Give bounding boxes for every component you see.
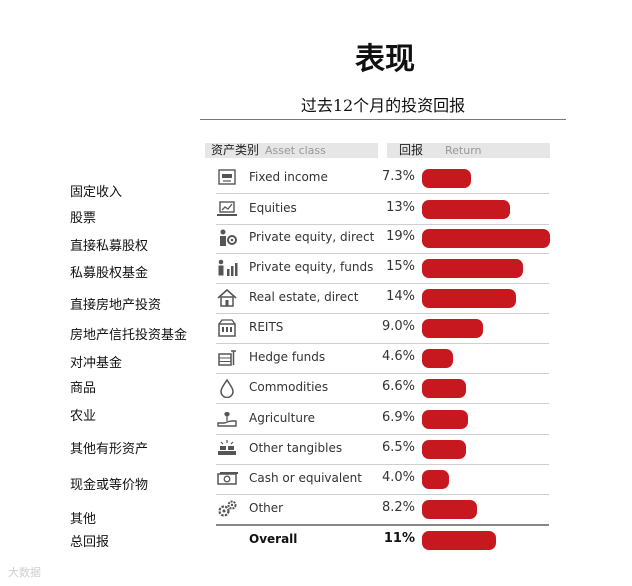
value-label-hedge-funds: 4.6% xyxy=(381,349,415,364)
cn-label-reits: 房地产信托投资基金 xyxy=(70,328,188,343)
row-divider xyxy=(216,524,549,526)
category-label-private-equity-funds: Private equity, funds xyxy=(249,260,374,274)
house-icon xyxy=(216,288,238,308)
value-label-other: 8.2% xyxy=(381,500,415,515)
category-label-private-equity-direct: Private equity, direct xyxy=(249,230,375,244)
chart-subtitle: 过去12个月的投资回报 xyxy=(300,96,466,115)
category-label-agriculture: Agriculture xyxy=(249,411,315,425)
row-divider xyxy=(216,343,549,344)
category-label-cash-or-equivalent: Cash or equivalent xyxy=(249,471,362,485)
row-divider xyxy=(216,283,549,284)
bar-hedge-funds xyxy=(422,349,453,368)
row-divider xyxy=(216,313,549,314)
asset-class-header-cn: 资产类别 xyxy=(211,143,260,157)
row-divider xyxy=(216,494,549,495)
cash-icon xyxy=(216,469,238,489)
return-header-cn: 回报 xyxy=(399,143,424,157)
value-label-fixed-income: 7.3% xyxy=(381,169,415,184)
value-label-other-tangibles: 6.5% xyxy=(381,440,415,455)
row-divider xyxy=(216,224,549,225)
people-chart-icon xyxy=(216,258,238,278)
return-header-bg xyxy=(387,143,550,158)
value-label-real-estate-direct: 14% xyxy=(386,289,415,304)
title-divider xyxy=(200,119,566,120)
value-label-private-equity-direct: 19% xyxy=(386,229,415,244)
category-label-reits: REITS xyxy=(249,320,284,334)
chart-title: 表现 xyxy=(355,42,415,77)
category-label-equities: Equities xyxy=(249,201,297,215)
plant-hand-icon xyxy=(216,409,238,429)
laptop-chart-icon xyxy=(216,199,238,219)
cn-label-equities: 股票 xyxy=(70,211,97,226)
value-label-cash-or-equivalent: 4.0% xyxy=(381,470,415,485)
bar-reits xyxy=(422,319,483,338)
category-label-real-estate-direct: Real estate, direct xyxy=(249,290,359,304)
category-label-overall: Overall xyxy=(249,532,298,546)
bar-agriculture xyxy=(422,410,468,429)
asset-class-header: 资产类别 Asset class xyxy=(211,143,326,158)
category-label-other: Other xyxy=(249,501,284,515)
asset-class-header-en: Asset class xyxy=(265,144,326,157)
bar-equities xyxy=(422,200,510,219)
row-divider xyxy=(216,193,549,194)
bar-cash-or-equivalent xyxy=(422,470,449,489)
cn-label-hedge-funds: 对冲基金 xyxy=(70,356,123,371)
row-divider xyxy=(216,403,549,404)
category-label-other-tangibles: Other tangibles xyxy=(249,441,343,455)
gold-bars-icon xyxy=(216,439,238,459)
asset-class-header-bg xyxy=(205,143,378,158)
droplet-icon xyxy=(216,378,238,398)
value-label-reits: 9.0% xyxy=(381,319,415,334)
cn-label-real-estate-direct: 直接房地产投资 xyxy=(70,298,162,313)
row-divider xyxy=(216,464,549,465)
watermark: 大数据 xyxy=(8,566,41,579)
cn-label-other-tangibles: 其他有形资产 xyxy=(70,442,149,457)
bar-private-equity-funds xyxy=(422,259,523,278)
value-label-private-equity-funds: 15% xyxy=(386,259,415,274)
bar-other xyxy=(422,500,477,519)
bar-fixed-income xyxy=(422,169,471,188)
category-label-hedge-funds: Hedge funds xyxy=(249,350,326,364)
value-label-overall: 11% xyxy=(383,531,415,546)
bar-commodities xyxy=(422,379,466,398)
cn-label-cash-or-equivalent: 现金或等价物 xyxy=(70,478,149,493)
cn-label-fixed-income: 固定收入 xyxy=(70,185,123,200)
bar-other-tangibles xyxy=(422,440,466,459)
cn-label-private-equity-direct: 直接私募股权 xyxy=(70,239,149,254)
bar-overall xyxy=(422,531,496,550)
value-label-equities: 13% xyxy=(386,200,415,215)
value-label-commodities: 6.6% xyxy=(381,379,415,394)
cn-label-overall: 总回报 xyxy=(70,535,110,550)
row-divider xyxy=(216,434,549,435)
person-gear-icon xyxy=(216,228,238,248)
cn-label-other: 其他 xyxy=(70,512,97,527)
return-header: 回报 Return xyxy=(399,143,482,158)
cn-label-commodities: 商品 xyxy=(70,381,97,396)
gears-icon xyxy=(216,499,238,519)
category-label-fixed-income: Fixed income xyxy=(249,170,328,184)
cn-label-private-equity-funds: 私募股权基金 xyxy=(70,266,149,281)
atm-icon xyxy=(216,168,238,188)
return-header-en: Return xyxy=(445,144,482,157)
building-icon xyxy=(216,318,238,338)
bar-real-estate-direct xyxy=(422,289,516,308)
row-divider xyxy=(216,253,549,254)
cn-label-agriculture: 农业 xyxy=(70,409,97,424)
value-label-agriculture: 6.9% xyxy=(381,410,415,425)
category-label-commodities: Commodities xyxy=(249,380,329,394)
row-divider xyxy=(216,373,549,374)
bar-private-equity-direct xyxy=(422,229,550,248)
hedge-icon xyxy=(216,348,238,368)
